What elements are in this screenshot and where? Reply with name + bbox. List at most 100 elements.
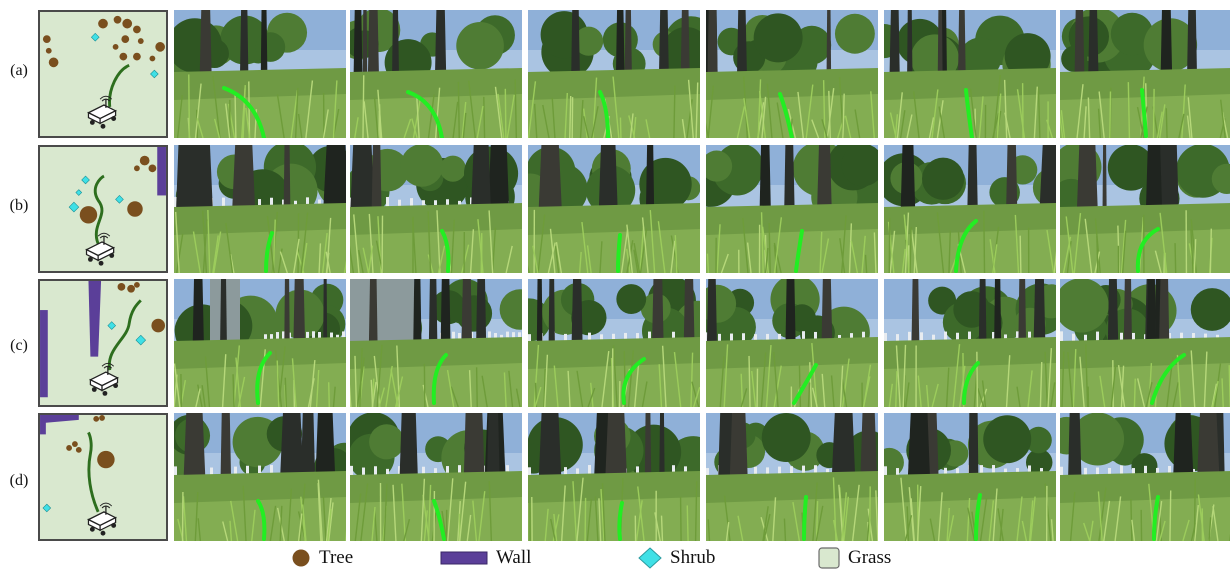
- grass-blade: [695, 82, 699, 138]
- foliage: [761, 413, 811, 463]
- grass-blade: [906, 506, 910, 541]
- grass-blade: [420, 478, 426, 541]
- map-b: [38, 145, 168, 273]
- grass-blade: [766, 83, 773, 138]
- grass-blade: [765, 345, 772, 407]
- grass-blade: [1181, 84, 1186, 138]
- grass-blade: [768, 222, 771, 273]
- grass-blade: [1005, 355, 1011, 407]
- grass-blade: [773, 351, 779, 407]
- grass-blade: [354, 355, 358, 407]
- grass-blade: [1085, 344, 1089, 407]
- grass-blade: [1193, 478, 1196, 541]
- grass-blade: [931, 383, 939, 407]
- trajectory-overlay: [794, 229, 804, 273]
- map-d: [38, 413, 168, 541]
- grass-blade: [761, 96, 767, 138]
- grass-blade: [481, 375, 488, 407]
- grass-blade: [1159, 212, 1168, 273]
- grass-blade: [284, 377, 288, 407]
- grass-blade: [1066, 241, 1072, 273]
- grass-blade: [343, 260, 346, 273]
- foliage: [1190, 288, 1230, 331]
- wall-markers: [40, 281, 102, 398]
- ground-near: [1060, 497, 1230, 541]
- foliage: [959, 37, 1002, 80]
- trajectory-overlay: [1135, 227, 1160, 273]
- grass-blade: [212, 75, 221, 138]
- foliage: [983, 415, 1032, 464]
- grass-blade: [725, 521, 730, 541]
- grass-blade: [1131, 519, 1136, 541]
- grass-blade: [202, 219, 208, 273]
- grass-blade: [821, 238, 830, 273]
- grass-blade: [1039, 361, 1043, 407]
- grass-blade: [841, 379, 848, 407]
- legend-item-tree: Tree: [291, 546, 353, 569]
- grass-blade: [1109, 91, 1112, 138]
- grass-blade: [491, 227, 497, 273]
- grass-blade: [182, 496, 188, 541]
- camera-frame: [1060, 279, 1230, 407]
- map-c: [38, 279, 168, 407]
- grass-blade: [235, 357, 242, 407]
- grass-blade: [462, 112, 467, 138]
- grass-blade: [514, 79, 518, 138]
- grass-blade: [873, 232, 877, 273]
- grass-blade: [576, 477, 584, 541]
- grass-blade: [553, 365, 559, 407]
- ground-near: [706, 229, 878, 273]
- grass-blade: [1060, 110, 1064, 138]
- grass-blade: [661, 345, 667, 407]
- grass-blade: [533, 344, 540, 407]
- grass-blade: [819, 231, 823, 273]
- grass-blade: [908, 487, 915, 541]
- grass-blade: [378, 387, 386, 407]
- grass-blade: [1120, 365, 1125, 407]
- grass-blade: [277, 346, 286, 407]
- grass-blade: [475, 367, 478, 407]
- grass-blade: [528, 81, 537, 138]
- grass-blade: [1114, 496, 1122, 541]
- grass-blade: [504, 88, 507, 138]
- grass-blade: [229, 520, 233, 541]
- grass-blade: [450, 386, 459, 407]
- grass-blade: [537, 214, 546, 273]
- grass-blade: [1221, 378, 1224, 407]
- trajectory-overlay: [255, 351, 272, 405]
- grass-blade: [251, 509, 256, 541]
- grass-blade: [760, 352, 767, 407]
- grass-blade: [938, 106, 946, 138]
- grass-blade: [457, 81, 460, 138]
- grass-blade: [807, 382, 811, 407]
- row-label-a: (a): [10, 62, 28, 79]
- ground-near: [528, 229, 700, 273]
- ground-near: [528, 363, 700, 407]
- grass-blade: [983, 210, 986, 273]
- legend-label-shrub: Shrub: [670, 546, 716, 568]
- grass-blade: [1094, 218, 1101, 273]
- foliage: [255, 32, 286, 62]
- grass-blade: [579, 100, 584, 138]
- grass-blade: [896, 92, 903, 138]
- grass-blade: [1087, 97, 1091, 138]
- grass-blade: [1136, 106, 1145, 138]
- grass-blade: [1145, 382, 1153, 407]
- shrub-markers: [107, 321, 147, 346]
- robot-icon: [87, 95, 118, 129]
- grass-blade: [1182, 519, 1190, 541]
- grass-blade: [936, 100, 944, 138]
- shrub-marker: [42, 503, 52, 513]
- tree-trunk: [571, 279, 583, 360]
- grass-blade: [1169, 490, 1172, 541]
- grass-blade: [547, 242, 556, 273]
- tree-legend-icon: [291, 548, 311, 568]
- grass-blade: [586, 245, 592, 273]
- grass-blade: [569, 95, 572, 138]
- grass-blade: [660, 515, 664, 541]
- row-label-d: (d): [9, 472, 29, 489]
- grass-blade: [746, 242, 752, 273]
- grass-blade: [929, 518, 936, 541]
- grass-blade: [332, 80, 338, 138]
- camera-frame: [528, 10, 700, 138]
